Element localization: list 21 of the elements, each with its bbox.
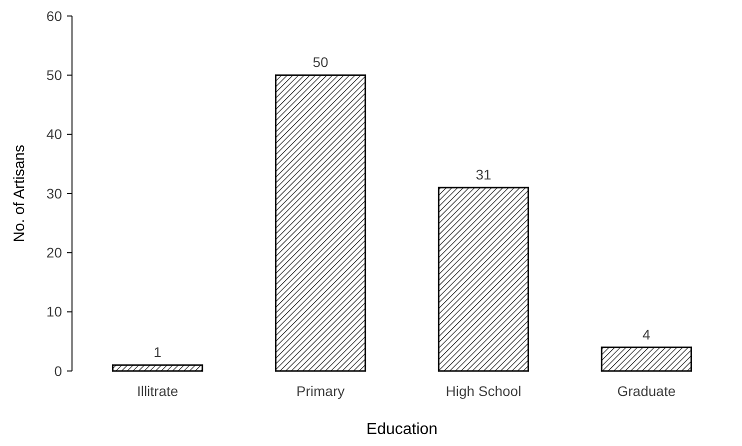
bar (112, 364, 204, 372)
y-tick-label: 40 (46, 126, 62, 142)
y-tick-label: 0 (54, 362, 62, 379)
data-label: 4 (642, 326, 651, 342)
y-tick-label: 30 (46, 185, 62, 202)
y-tick-label: 20 (46, 244, 62, 261)
y-axis-title: No. of Artisans (11, 144, 28, 242)
y-tick-label: 10 (46, 304, 62, 320)
data-label: 1 (154, 344, 162, 360)
bar (274, 74, 366, 372)
x-tick-label: Primary (296, 383, 345, 399)
x-axis-title: Education (366, 421, 438, 438)
data-label: 31 (476, 166, 492, 183)
y-tick-label: 60 (46, 8, 62, 24)
x-tick-label: Graduate (617, 383, 676, 399)
data-label: 50 (312, 54, 329, 70)
x-tick-label: High School (446, 383, 522, 399)
x-tick-label: Illitrate (136, 383, 178, 399)
bar (600, 346, 692, 372)
y-tick-label: 50 (46, 67, 62, 84)
bar (438, 186, 530, 372)
